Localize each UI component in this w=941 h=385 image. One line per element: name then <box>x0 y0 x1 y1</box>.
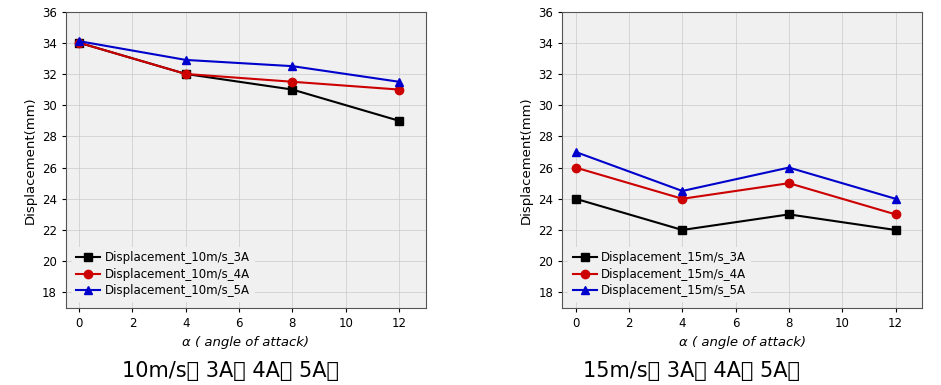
Line: Displacement_15m/s_4A: Displacement_15m/s_4A <box>571 163 900 219</box>
Displacement_15m/s_3A <box>570 196 582 201</box>
Displacement_15m/s_5A <box>890 196 901 201</box>
Displacement_10m/s_5A <box>73 39 85 44</box>
Displacement_10m/s_3A <box>73 40 85 45</box>
Displacement_15m/s_5A <box>677 189 688 193</box>
Text: 10m/s（ 3A， 4A， 5A）: 10m/s（ 3A， 4A， 5A） <box>122 361 339 381</box>
Displacement_10m/s_5A <box>287 64 298 69</box>
Displacement_15m/s_5A <box>570 150 582 154</box>
Displacement_15m/s_4A <box>570 165 582 170</box>
Displacement_10m/s_3A <box>287 87 298 92</box>
Y-axis label: Displacement(mm): Displacement(mm) <box>519 96 533 224</box>
Displacement_15m/s_3A <box>890 228 901 232</box>
Displacement_15m/s_3A <box>783 212 794 217</box>
X-axis label: α ( angle of attack): α ( angle of attack) <box>678 336 805 348</box>
Displacement_10m/s_4A <box>287 79 298 84</box>
Legend: Displacement_10m/s_3A, Displacement_10m/s_4A, Displacement_10m/s_5A: Displacement_10m/s_3A, Displacement_10m/… <box>72 246 255 302</box>
Displacement_10m/s_4A <box>73 40 85 45</box>
X-axis label: α ( angle of attack): α ( angle of attack) <box>183 336 310 348</box>
Displacement_10m/s_5A <box>180 58 191 62</box>
Line: Displacement_10m/s_3A: Displacement_10m/s_3A <box>75 38 403 125</box>
Displacement_15m/s_4A <box>783 181 794 186</box>
Displacement_15m/s_4A <box>890 212 901 217</box>
Text: 15m/s（ 3A， 4A， 5A）: 15m/s（ 3A， 4A， 5A） <box>583 361 800 381</box>
Displacement_10m/s_3A <box>393 119 405 123</box>
Displacement_15m/s_5A <box>783 165 794 170</box>
Line: Displacement_10m/s_4A: Displacement_10m/s_4A <box>75 38 403 94</box>
Displacement_10m/s_4A <box>393 87 405 92</box>
Legend: Displacement_15m/s_3A, Displacement_15m/s_4A, Displacement_15m/s_5A: Displacement_15m/s_3A, Displacement_15m/… <box>568 246 751 302</box>
Line: Displacement_10m/s_5A: Displacement_10m/s_5A <box>75 37 403 86</box>
Y-axis label: Displacement(mm): Displacement(mm) <box>24 96 37 224</box>
Line: Displacement_15m/s_5A: Displacement_15m/s_5A <box>571 148 900 203</box>
Displacement_10m/s_4A <box>180 72 191 76</box>
Displacement_15m/s_4A <box>677 196 688 201</box>
Line: Displacement_15m/s_3A: Displacement_15m/s_3A <box>571 194 900 234</box>
Displacement_15m/s_3A <box>677 228 688 232</box>
Displacement_10m/s_5A <box>393 79 405 84</box>
Displacement_10m/s_3A <box>180 72 191 76</box>
